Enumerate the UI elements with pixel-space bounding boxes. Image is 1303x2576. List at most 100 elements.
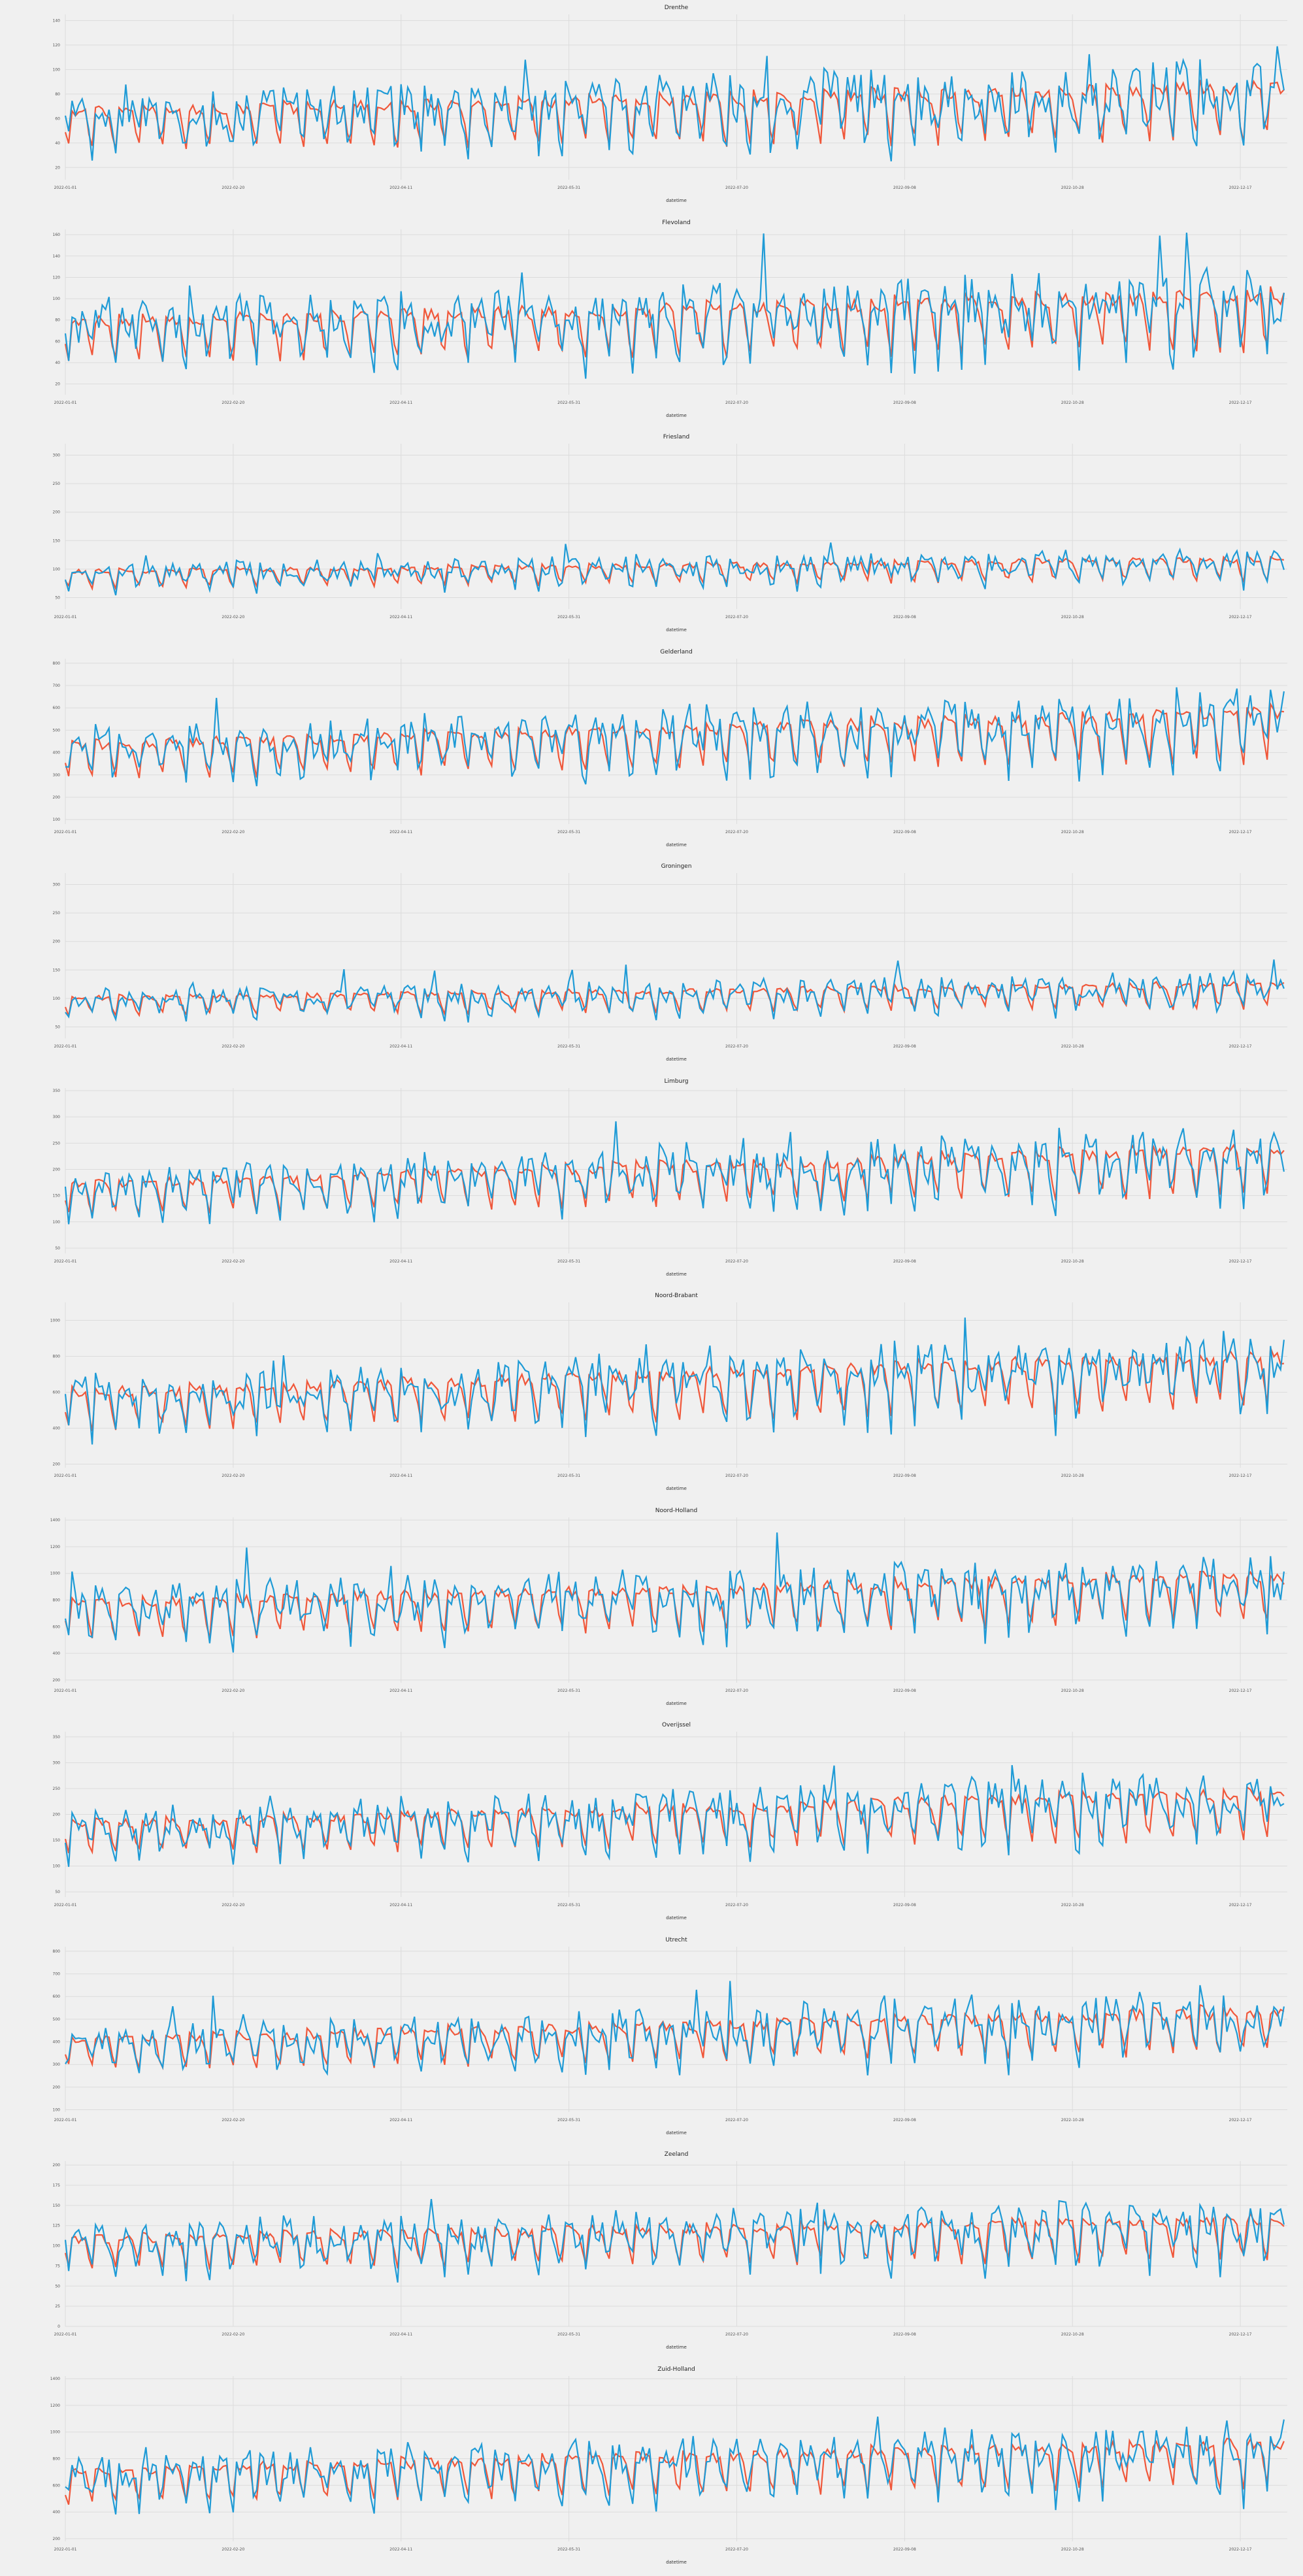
y-tick-label: 40 bbox=[55, 361, 60, 365]
y-tick-label: 80 bbox=[55, 318, 60, 322]
y-tick-label: 300 bbox=[53, 1760, 61, 1765]
x-tick-label: 2022-10-28 bbox=[1061, 1474, 1084, 1478]
x-tick-label: 2022-02-20 bbox=[222, 2547, 244, 2552]
x-axis-label: datetime bbox=[666, 1486, 687, 1491]
x-tick-label: 2022-07-20 bbox=[725, 2332, 748, 2337]
series-line-actual bbox=[65, 1980, 1285, 2076]
x-tick-label: 2022-05-31 bbox=[557, 186, 580, 190]
x-tick-label: 2022-09-08 bbox=[893, 401, 916, 405]
plot-area bbox=[65, 1302, 1287, 1468]
x-tick-label: 2022-12-17 bbox=[1229, 1259, 1252, 1264]
x-tick-label: 2022-12-17 bbox=[1229, 2118, 1252, 2122]
x-tick-label: 2022-04-11 bbox=[389, 1259, 412, 1264]
x-axis-label: datetime bbox=[666, 1272, 687, 1277]
subplot-noord-holland: Noord-Holland 200 400 600 800 1000 1200 1400 202… bbox=[50, 1508, 1287, 1706]
x-tick-label: 2022-09-08 bbox=[893, 2332, 916, 2337]
y-tick-label: 250 bbox=[53, 1141, 61, 1146]
x-tick-label: 2022-10-28 bbox=[1061, 2118, 1084, 2122]
y-tick-label: 600 bbox=[53, 2483, 61, 2488]
x-tick-label: 2022-01-01 bbox=[54, 1044, 77, 1049]
series-line-actual bbox=[64, 1121, 1285, 1225]
y-tick-label: 150 bbox=[53, 1838, 61, 1843]
x-tick-label: 2022-07-20 bbox=[725, 401, 748, 405]
x-tick-label: 2022-10-28 bbox=[1061, 186, 1084, 190]
y-tick-label: 75 bbox=[55, 2264, 60, 2268]
y-tick-label: 600 bbox=[53, 706, 61, 710]
y-tick-label: 1200 bbox=[50, 1544, 60, 1549]
series-line-actual bbox=[64, 542, 1285, 596]
y-tick-label: 200 bbox=[53, 2536, 61, 2541]
x-tick-label: 2022-12-17 bbox=[1229, 1474, 1252, 1478]
y-tick-label: 200 bbox=[53, 1813, 61, 1817]
series-line-actual bbox=[65, 2416, 1285, 2515]
y-tick-label: 100 bbox=[53, 2244, 61, 2249]
series-line-actual bbox=[64, 1532, 1285, 1653]
x-tick-label: 2022-12-17 bbox=[1229, 615, 1252, 619]
x-tick-label: 2022-01-01 bbox=[54, 1259, 77, 1264]
x-tick-label: 2022-12-17 bbox=[1229, 1903, 1252, 1907]
y-tick-label: 100 bbox=[53, 567, 61, 572]
y-tick-label: 60 bbox=[55, 339, 60, 344]
subplot-title: Zeeland bbox=[665, 2151, 689, 2158]
x-tick-label: 2022-04-11 bbox=[389, 401, 412, 405]
x-tick-label: 2022-10-28 bbox=[1061, 1689, 1084, 1693]
y-tick-label: 600 bbox=[53, 1391, 61, 1395]
x-axis-label: datetime bbox=[666, 2130, 687, 2136]
y-tick-label: 50 bbox=[55, 1890, 60, 1894]
x-tick-label: 2022-09-08 bbox=[893, 186, 916, 190]
x-tick-label: 2022-04-11 bbox=[389, 1044, 412, 1049]
y-tick-label: 200 bbox=[53, 1167, 61, 1172]
subplot-groningen: Groningen 50 100 150 200 250 300 2022-01-01 2022… bbox=[53, 863, 1287, 1062]
series-line-actual bbox=[64, 2198, 1285, 2283]
y-tick-label: 300 bbox=[53, 1115, 61, 1119]
x-tick-label: 2022-09-08 bbox=[893, 1689, 916, 1693]
y-tick-label: 800 bbox=[53, 1355, 61, 1359]
x-tick-label: 2022-04-11 bbox=[389, 2118, 412, 2122]
y-tick-label: 1400 bbox=[50, 1518, 60, 1523]
y-tick-label: 800 bbox=[53, 1949, 61, 1953]
x-axis-label: datetime bbox=[666, 842, 687, 848]
x-tick-label: 2022-12-17 bbox=[1229, 1689, 1252, 1693]
y-tick-label: 700 bbox=[53, 684, 61, 688]
x-tick-label: 2022-12-17 bbox=[1229, 2547, 1252, 2552]
x-tick-label: 2022-01-01 bbox=[54, 186, 77, 190]
x-tick-label: 2022-01-01 bbox=[54, 1903, 77, 1907]
y-tick-label: 400 bbox=[53, 1651, 61, 1656]
plot-area bbox=[65, 1946, 1287, 2112]
y-tick-label: 200 bbox=[53, 2085, 61, 2089]
x-tick-label: 2022-02-20 bbox=[222, 830, 244, 834]
series-line-actual bbox=[65, 959, 1285, 1023]
x-tick-label: 2022-07-20 bbox=[725, 1903, 748, 1907]
x-tick-label: 2022-05-31 bbox=[557, 1689, 580, 1693]
x-tick-label: 2022-04-11 bbox=[389, 1903, 412, 1907]
subplot-title: Noord-Brabant bbox=[655, 1293, 698, 1299]
subplot-drenthe: Drenthe 20 40 60 80 100 120 140 2022-01-01 2022-0… bbox=[53, 5, 1287, 203]
x-tick-label: 2022-09-08 bbox=[893, 1474, 916, 1478]
subplot-title: Gelderland bbox=[660, 649, 692, 655]
x-tick-label: 2022-07-20 bbox=[725, 186, 748, 190]
x-tick-label: 2022-12-17 bbox=[1229, 2332, 1252, 2337]
series-line-predicted bbox=[64, 286, 1285, 362]
plot-area bbox=[65, 229, 1287, 395]
series-line-actual bbox=[64, 1765, 1285, 1867]
x-tick-label: 2022-02-20 bbox=[222, 401, 244, 405]
x-tick-label: 2022-05-31 bbox=[557, 1259, 580, 1264]
x-tick-label: 2022-02-20 bbox=[222, 1689, 244, 1693]
plot-area bbox=[65, 14, 1287, 180]
subplot-title: Groningen bbox=[661, 863, 692, 870]
y-tick-label: 100 bbox=[53, 997, 61, 1001]
x-tick-label: 2022-05-31 bbox=[557, 2332, 580, 2337]
y-tick-label: 25 bbox=[55, 2304, 60, 2309]
y-tick-label: 400 bbox=[53, 1427, 61, 1431]
x-tick-label: 2022-07-20 bbox=[725, 615, 748, 619]
y-tick-label: 150 bbox=[53, 538, 61, 543]
x-tick-label: 2022-09-08 bbox=[893, 1044, 916, 1049]
y-tick-label: 700 bbox=[53, 1972, 61, 1976]
y-tick-label: 300 bbox=[53, 453, 61, 457]
y-tick-label: 0 bbox=[58, 2324, 60, 2329]
series-line-predicted bbox=[64, 2437, 1285, 2505]
x-tick-label: 2022-07-20 bbox=[725, 1259, 748, 1264]
x-tick-label: 2022-07-20 bbox=[725, 1044, 748, 1049]
y-tick-label: 100 bbox=[53, 1219, 61, 1224]
